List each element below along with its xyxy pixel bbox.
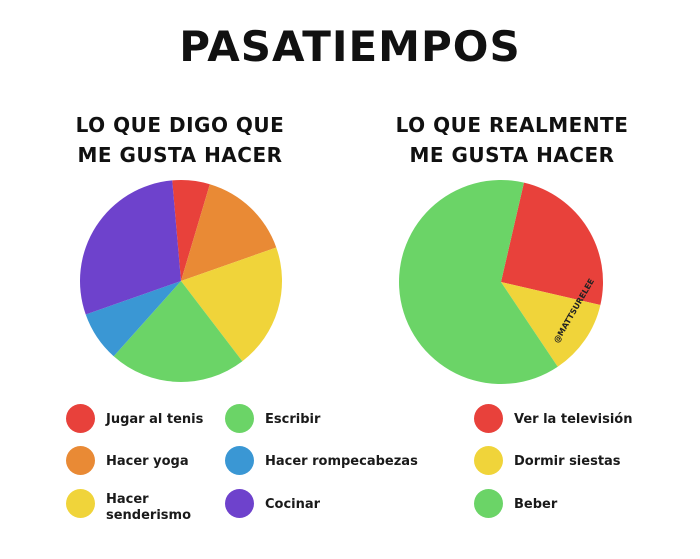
legend-label-escribir: Escribir [265, 412, 320, 428]
legend-label-line: Hacer yoga [106, 454, 189, 469]
legend-label-line: Hacer rompecabezas [265, 454, 418, 469]
legend-swatch-escribir [225, 404, 254, 433]
chart-title-actual: LO QUE REALMENTE ME GUSTA HACER [372, 110, 652, 170]
legend-label-line: Jugar al tenis [106, 412, 204, 427]
legend-swatch-jugar-al-tenis [66, 404, 95, 433]
chart-title-said-line-2: ME GUSTA HACER [77, 143, 283, 167]
legend-swatch-beber [474, 489, 503, 518]
legend-label-dormir-siestas: Dormir siestas [514, 454, 621, 470]
pie-slice-hacer-yoga [181, 184, 277, 281]
legend-label-line: Cocinar [265, 497, 321, 512]
chart-title-actual-line-1: LO QUE REALMENTE [395, 113, 629, 137]
pie-chart-said [79, 179, 283, 382]
legend-label-hacer-senderismo: Hacer senderismo [106, 492, 191, 524]
legend-label-jugar-al-tenis: Jugar al tenis [106, 412, 203, 428]
legend-swatch-ver-la-television [474, 404, 503, 433]
pie-slice-cocinar [79, 180, 181, 315]
legend-label-ver-la-television: Ver la televisión [514, 412, 632, 428]
pie-chart-actual [399, 179, 604, 384]
chart-title-said: LO QUE DIGO QUE ME GUSTA HACER [40, 110, 320, 170]
legend-label-hacer-rompecabezas: Hacer rompecabezas [265, 454, 418, 470]
page-title: PASATIEMPOS [179, 22, 521, 71]
legend-label-line: Escribir [265, 412, 321, 427]
chart-title-said-line-1: LO QUE DIGO QUE [75, 113, 285, 137]
pie-slice-beber [399, 179, 558, 384]
legend-swatch-hacer-senderismo [66, 489, 95, 518]
chart-title-actual-line-2: ME GUSTA HACER [409, 143, 615, 167]
legend-label-beber: Beber [514, 497, 557, 513]
legend-label-line: Beber [514, 497, 558, 512]
pie-slice-dormir-siestas [501, 282, 601, 367]
legend-label-hacer-yoga: Hacer yoga [106, 454, 189, 470]
legend-swatch-hacer-rompecabezas [225, 446, 254, 475]
pie-slice-escribir [113, 281, 243, 382]
legend-label-cocinar: Cocinar [265, 497, 320, 513]
legend-swatch-dormir-siestas [474, 446, 503, 475]
pie-slice-ver-la-television [501, 182, 604, 305]
pie-slice-jugar-al-tenis [172, 179, 210, 281]
legend-label-line: Hacer [106, 492, 149, 507]
legend-label-line: Dormir siestas [514, 454, 621, 469]
legend-label-line: Ver la televisión [514, 412, 633, 427]
pie-slice-hacer-senderismo [181, 247, 283, 362]
legend-swatch-hacer-yoga [66, 446, 95, 475]
legend-label-line: senderismo [106, 508, 192, 523]
pie-slice-hacer-rompecabezas [85, 281, 181, 357]
legend-swatch-cocinar [225, 489, 254, 518]
